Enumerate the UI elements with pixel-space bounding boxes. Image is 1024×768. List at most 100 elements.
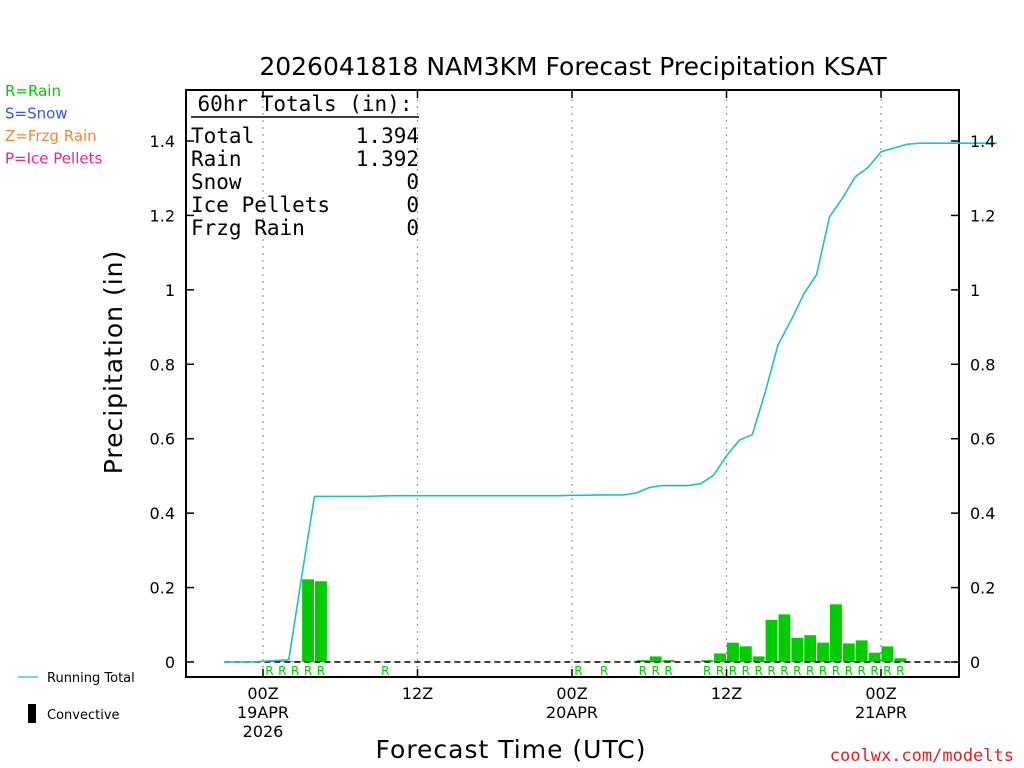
x-axis-label: Forecast Time (UTC) — [376, 735, 647, 764]
y-tick-label-right: 0.4 — [970, 504, 995, 523]
ptype-marker: R — [883, 664, 891, 678]
y-tick-label-right: 0 — [970, 653, 980, 672]
running-total-legend-label: Running Total — [47, 671, 135, 686]
ptype-marker: R — [729, 664, 737, 678]
ptype-marker: R — [716, 664, 724, 678]
ptype-marker: R — [767, 664, 775, 678]
precip-bar — [817, 642, 829, 662]
y-tick-label-left: 1.4 — [150, 132, 175, 151]
precip-bar — [598, 661, 611, 663]
ptype-marker: R — [304, 664, 312, 678]
x-tick-label: 00Z — [556, 684, 587, 703]
ptype-marker: R — [600, 664, 608, 678]
precip-bars — [263, 579, 907, 663]
totals-row-value: 1.394 — [356, 124, 419, 148]
totals-row-value: 0 — [406, 193, 419, 217]
ptype-marker: R — [793, 664, 801, 678]
precip-bar — [752, 656, 765, 662]
ptype-key: R=Rain S=Snow Z=Frzg Rain P=Ice Pellets — [5, 82, 102, 168]
precip-bar — [830, 604, 842, 662]
totals-row-value: 0 — [406, 170, 419, 194]
y-tick-label-left: 0.8 — [150, 355, 175, 374]
precip-bar — [739, 646, 752, 662]
ptype-marker: R — [278, 664, 286, 678]
ptype-marker: R — [832, 664, 840, 678]
chart-title: 2026041818 NAM3KM Forecast Precipitation… — [259, 52, 887, 81]
totals-row-label: Rain — [191, 147, 242, 171]
precip-bar — [778, 614, 791, 662]
precip-bar — [791, 637, 804, 662]
precip-bar — [727, 642, 739, 662]
y-tick-label-right: 1.2 — [970, 206, 995, 225]
precip-bar — [765, 619, 778, 662]
ptype-key-item: S=Snow — [5, 105, 68, 123]
ptype-marker: R — [639, 664, 647, 678]
ptype-key-item: R=Rain — [5, 82, 61, 100]
precip-bar — [636, 660, 649, 662]
ptype-marker: R — [652, 664, 660, 678]
ptype-marker: R — [806, 664, 814, 678]
x-tick-label: 2026 — [243, 722, 284, 741]
totals-row-label: Total — [191, 124, 254, 148]
ptype-marker: R — [858, 664, 866, 678]
totals-header: 60hr Totals (in): — [198, 92, 413, 116]
x-tick-label: 00Z — [865, 684, 896, 703]
totals-row-label: Frzg Rain — [191, 216, 305, 240]
precip-bar — [701, 660, 714, 662]
precip-bar — [855, 640, 868, 662]
y-tick-label-right: 0.6 — [970, 430, 995, 449]
x-tick-label: 12Z — [402, 684, 433, 703]
credit-text: coolwx.com/modelts — [830, 746, 1014, 766]
y-tick-label-left: 1 — [165, 281, 175, 300]
y-tick-label-right: 1 — [970, 281, 980, 300]
totals-row-label: Ice Pellets — [191, 193, 330, 217]
y-tick-label-left: 0.6 — [150, 430, 175, 449]
y-tick-label-right: 0.2 — [970, 579, 995, 598]
ptype-marker: R — [265, 664, 273, 678]
ptype-marker: R — [291, 664, 299, 678]
x-tick-label: 00Z — [247, 684, 278, 703]
ptype-marker: R — [845, 664, 853, 678]
ptype-marker: R — [896, 664, 904, 678]
convective-legend-swatch — [28, 704, 36, 723]
totals-row-value: 1.392 — [356, 147, 419, 171]
precip-bar — [662, 660, 675, 662]
totals-row-value: 0 — [406, 216, 419, 240]
ptype-marker: R — [664, 664, 672, 678]
x-tick-label: 21APR — [855, 703, 907, 722]
ptype-marker: R — [381, 664, 389, 678]
y-tick-label-right: 0.8 — [970, 355, 995, 374]
precip-bar — [714, 653, 726, 662]
y-axis-ticks: 0 00.2 0.20.4 0.40.6 0.60.8 0.81 11.2 1.21.4 1.4 — [150, 132, 996, 672]
totals-row-label: Snow — [191, 170, 242, 194]
ptype-marker: R — [703, 664, 711, 678]
x-tick-label: 20APR — [546, 703, 598, 722]
y-tick-label-left: 0.2 — [150, 579, 175, 598]
ptype-marker: R — [819, 664, 827, 678]
precip-bar — [649, 656, 662, 662]
y-tick-label-left: 1.2 — [150, 206, 175, 225]
ptype-key-item: Z=Frzg Rain — [5, 127, 97, 145]
precip-bar — [804, 635, 817, 662]
x-tick-label: 12Z — [711, 684, 742, 703]
y-tick-label-right: 1.4 — [970, 132, 995, 151]
precip-bar — [315, 581, 327, 662]
vertical-gridlines — [262, 92, 882, 675]
precip-bar — [894, 658, 907, 662]
ptype-key-item: P=Ice Pellets — [5, 150, 102, 168]
plot-frame — [185, 89, 960, 678]
ptype-marker: R — [780, 664, 788, 678]
precip-bar — [868, 652, 881, 662]
running-total-line — [224, 142, 997, 663]
convective-legend-label: Convective — [47, 708, 120, 723]
totals-box: 60hr Totals (in): Total 1.394 Rain 1.392 Sno… — [191, 92, 419, 240]
x-tick-label: 19APR — [237, 703, 289, 722]
y-tick-label-left: 0.4 — [150, 504, 175, 523]
precip-bar — [276, 661, 289, 662]
precip-bar — [842, 643, 855, 662]
ptype-marker: R — [317, 664, 325, 678]
ptype-marker: R — [870, 664, 878, 678]
